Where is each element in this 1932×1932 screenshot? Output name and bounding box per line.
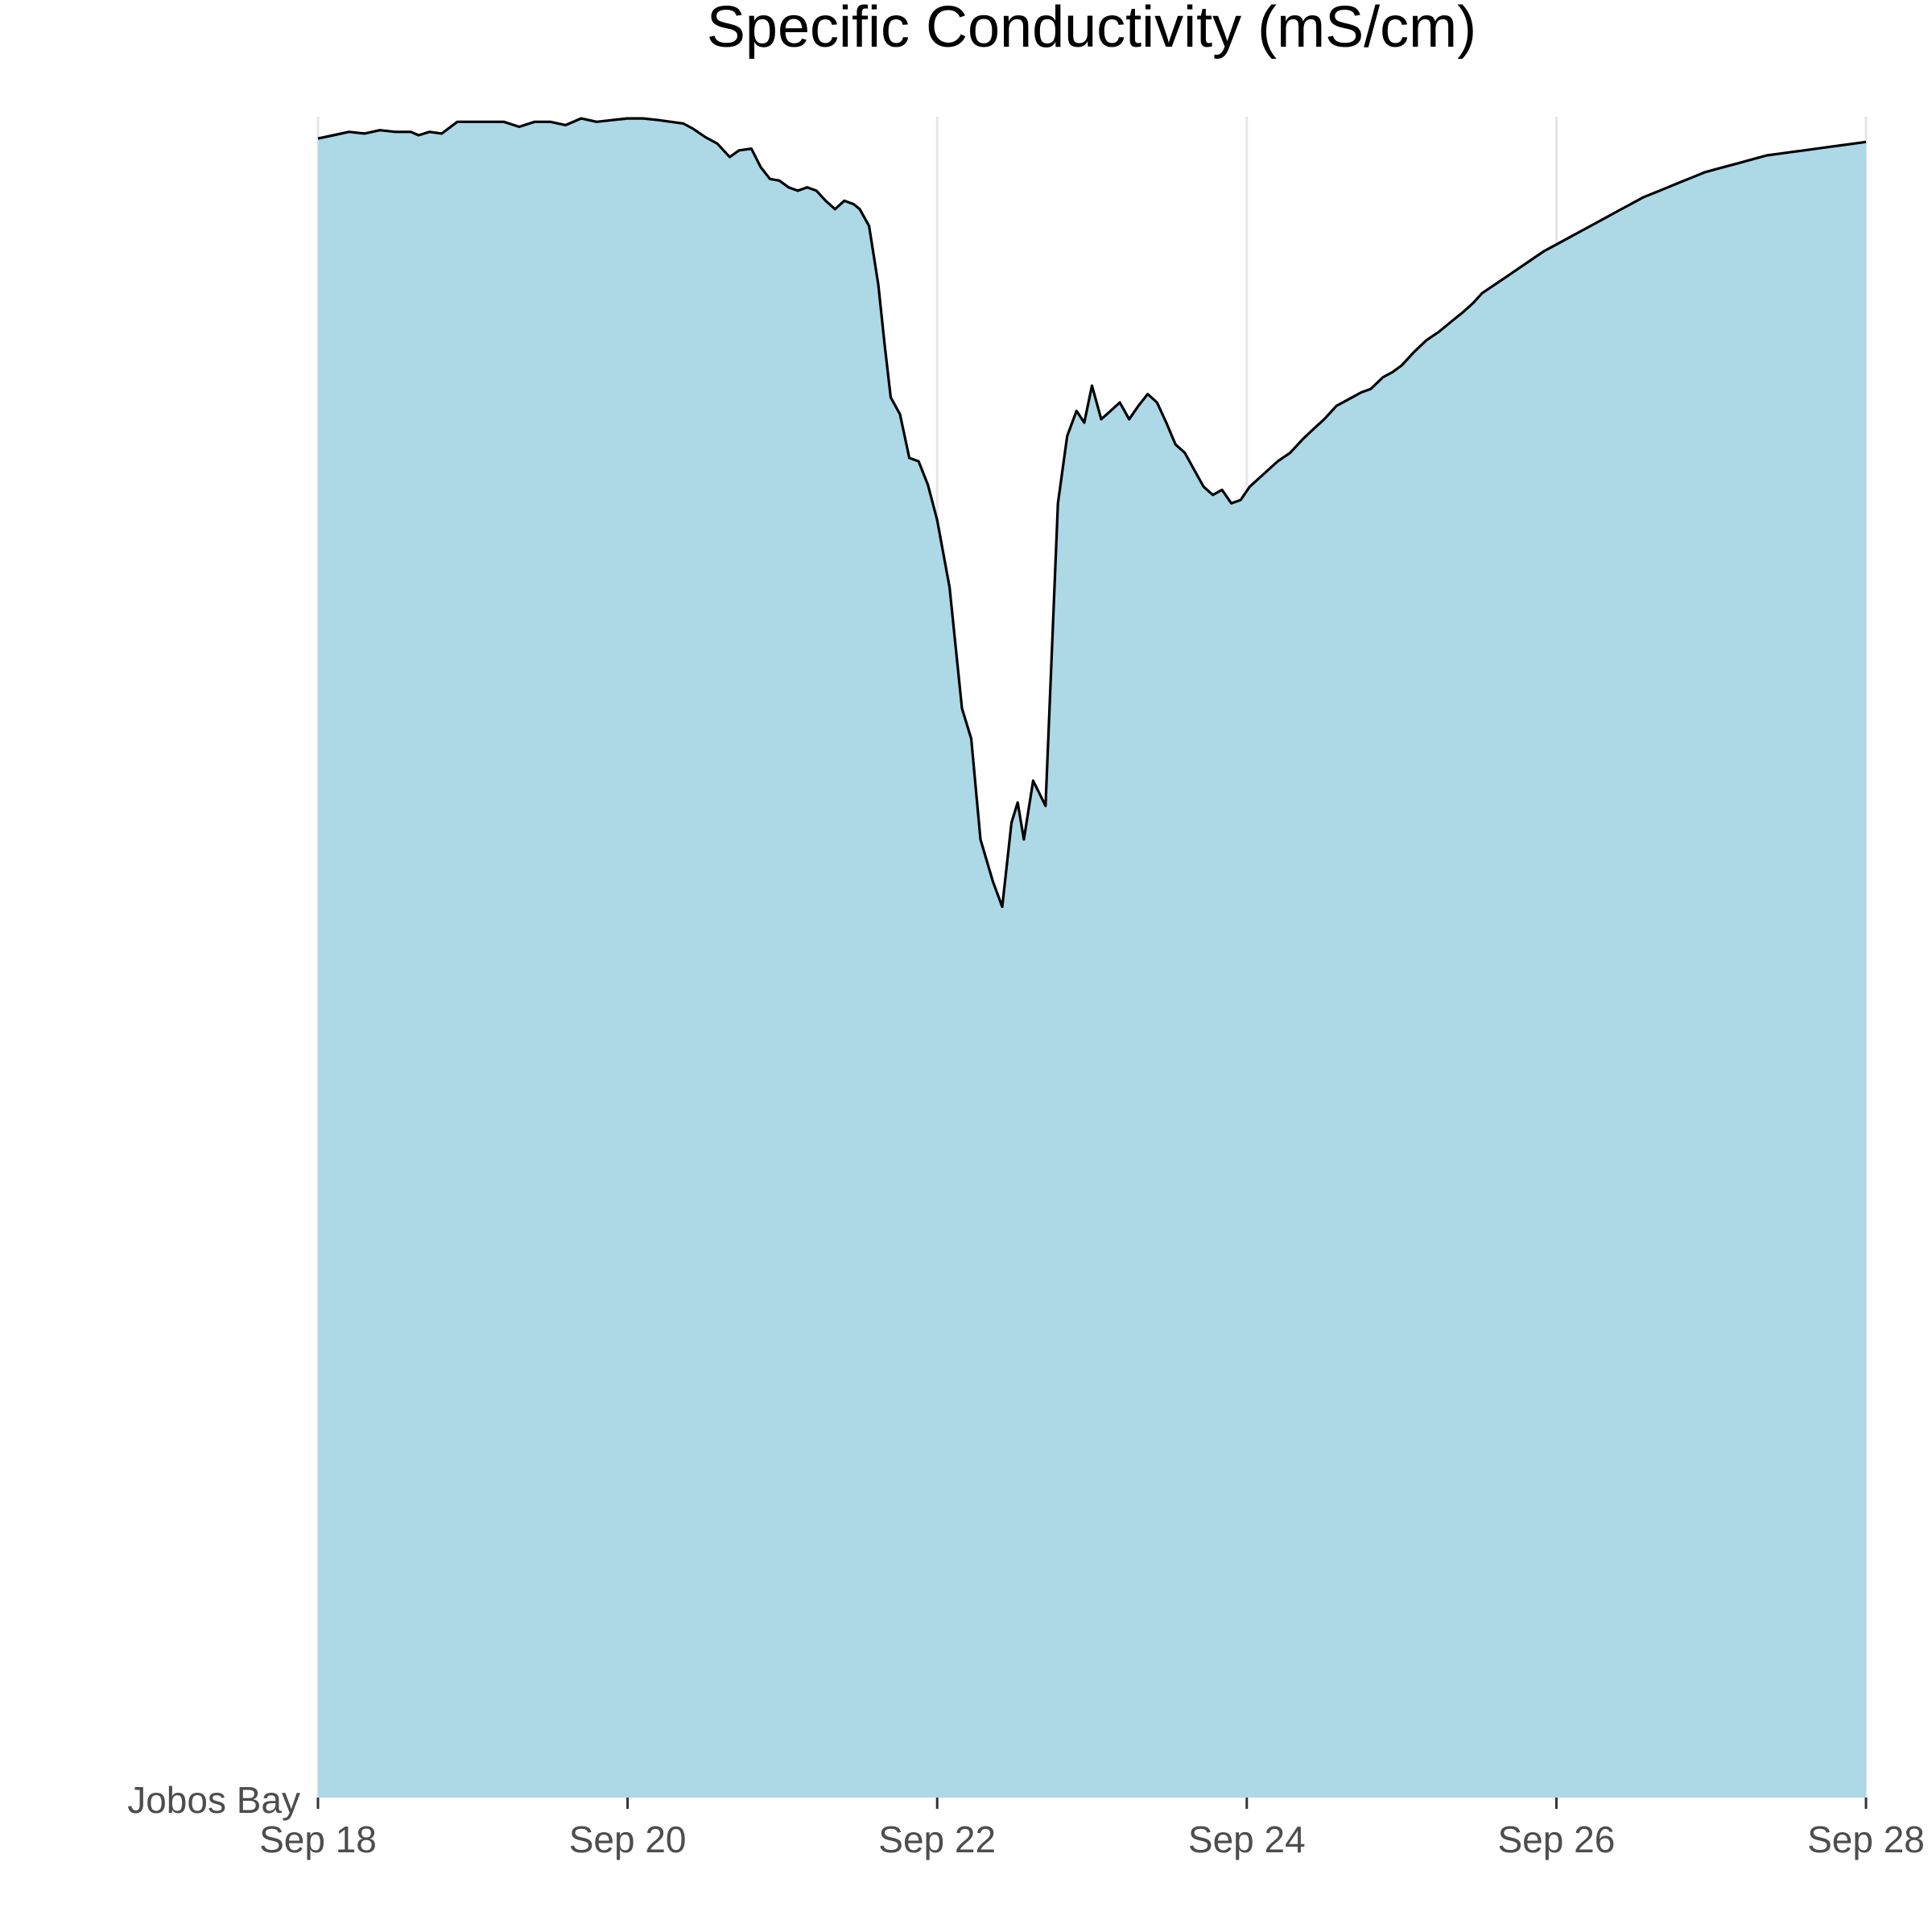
x-tick-label: Sep 18 — [259, 1818, 377, 1860]
series-line-jobos-bay — [317, 117, 1867, 908]
x-tick-label: Sep 22 — [878, 1818, 996, 1860]
x-axis: Sep 18 Sep 20 Sep 22 Sep 24 Sep 26 Sep 28 — [259, 1798, 1925, 1860]
plot-area — [317, 117, 1867, 1798]
series-area-jobos-bay — [318, 118, 1866, 1798]
y-category-label: Jobos Bay — [127, 1779, 300, 1821]
x-tick-label: Sep 24 — [1188, 1818, 1306, 1860]
x-tick-label: Sep 26 — [1498, 1818, 1616, 1860]
chart-title: Specific Conductivity (mS/cm) — [707, 0, 1476, 60]
x-tick-label: Sep 20 — [569, 1818, 687, 1860]
x-tick-label: Sep 28 — [1807, 1818, 1925, 1860]
